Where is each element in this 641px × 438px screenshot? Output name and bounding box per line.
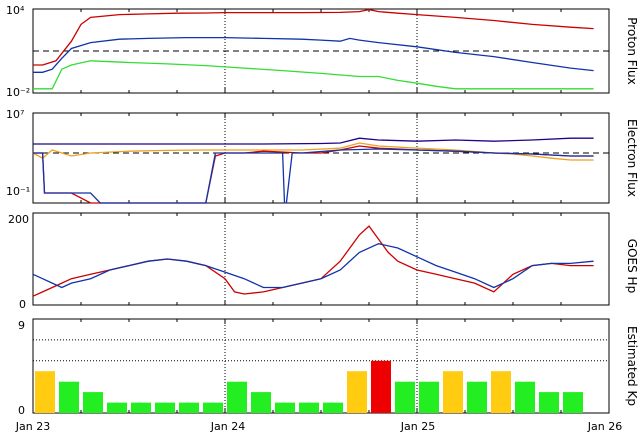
goes-hp-ytick-bottom: 0 bbox=[19, 298, 26, 311]
blue-series-line bbox=[32, 243, 594, 289]
proton-flux-series bbox=[33, 8, 594, 90]
kp-bar bbox=[131, 402, 151, 413]
proton-flux-panel: 10⁴ 10⁻² Proton Flux bbox=[6, 4, 639, 99]
electron-flux-ytick-top: 10⁷ bbox=[6, 108, 24, 121]
kp-bar bbox=[299, 402, 319, 413]
red-series-line bbox=[33, 145, 594, 204]
proton-flux-grid bbox=[32, 9, 610, 93]
kp-bar bbox=[515, 381, 535, 413]
green-series-line bbox=[33, 60, 594, 90]
electron-flux-ylabel: Electron Flux bbox=[625, 119, 639, 197]
electron-flux-ytick-bottom: 10⁻¹ bbox=[6, 185, 30, 198]
electron-flux-grid bbox=[32, 113, 610, 203]
goes-hp-ylabel: GOES Hp bbox=[625, 239, 639, 293]
estimated-kp-grid bbox=[32, 318, 610, 413]
goes-hp-panel: 200 0 GOES Hp bbox=[8, 212, 639, 311]
kp-bar bbox=[227, 381, 247, 413]
kp-bar bbox=[395, 381, 415, 413]
estimated-kp-ytick-top: 9 bbox=[18, 319, 25, 332]
blue-series-line bbox=[33, 36, 594, 73]
electron-flux-panel: 10⁷ 10⁻¹ Electron Flux bbox=[6, 108, 639, 204]
electron-flux-series bbox=[32, 137, 594, 204]
kp-bar bbox=[179, 402, 199, 413]
kp-bar bbox=[155, 402, 175, 413]
orange-series-line bbox=[32, 142, 594, 161]
navy-series-line bbox=[33, 137, 594, 145]
x-tick-jan24: Jan 24 bbox=[210, 420, 245, 433]
kp-bar bbox=[347, 371, 367, 413]
kp-bar bbox=[59, 381, 79, 413]
red-series-line bbox=[33, 8, 594, 66]
red-series-line bbox=[32, 225, 594, 297]
kp-bar bbox=[491, 371, 511, 413]
proton-flux-frame bbox=[32, 8, 610, 94]
goes-hp-grid bbox=[32, 213, 610, 305]
x-tick-jan26: Jan 26 bbox=[587, 420, 622, 433]
estimated-kp-bars bbox=[35, 360, 583, 413]
proton-flux-ytick-top: 10⁴ bbox=[6, 4, 25, 17]
x-tick-jan23: Jan 23 bbox=[15, 420, 50, 433]
kp-bar bbox=[467, 381, 487, 413]
kp-bar bbox=[419, 381, 439, 413]
kp-bar bbox=[107, 402, 127, 413]
kp-bar bbox=[443, 371, 463, 413]
kp-bar bbox=[83, 392, 103, 413]
electron-flux-frame bbox=[32, 112, 610, 204]
kp-bar bbox=[371, 360, 391, 413]
goes-hp-series bbox=[32, 225, 594, 297]
kp-bar bbox=[203, 402, 223, 413]
x-tick-jan25: Jan 25 bbox=[400, 420, 435, 433]
kp-bar bbox=[275, 402, 295, 413]
kp-bar bbox=[563, 392, 583, 413]
proton-flux-ytick-bottom: 10⁻² bbox=[6, 86, 30, 99]
estimated-kp-panel: 9 0 Estimated Kp bbox=[18, 318, 639, 417]
goes-hp-ytick-top: 200 bbox=[8, 213, 29, 226]
kp-bar bbox=[251, 392, 271, 413]
kp-bar bbox=[35, 371, 55, 413]
blue-series-line bbox=[33, 148, 594, 204]
x-axis: Jan 23 Jan 24 Jan 25 Jan 26 bbox=[15, 420, 622, 433]
estimated-kp-ytick-bottom: 0 bbox=[18, 404, 25, 417]
estimated-kp-ylabel: Estimated Kp bbox=[625, 326, 639, 406]
proton-flux-ylabel: Proton Flux bbox=[625, 17, 639, 84]
goes-hp-frame bbox=[32, 212, 610, 306]
kp-bar bbox=[539, 392, 559, 413]
kp-bar bbox=[323, 402, 343, 413]
